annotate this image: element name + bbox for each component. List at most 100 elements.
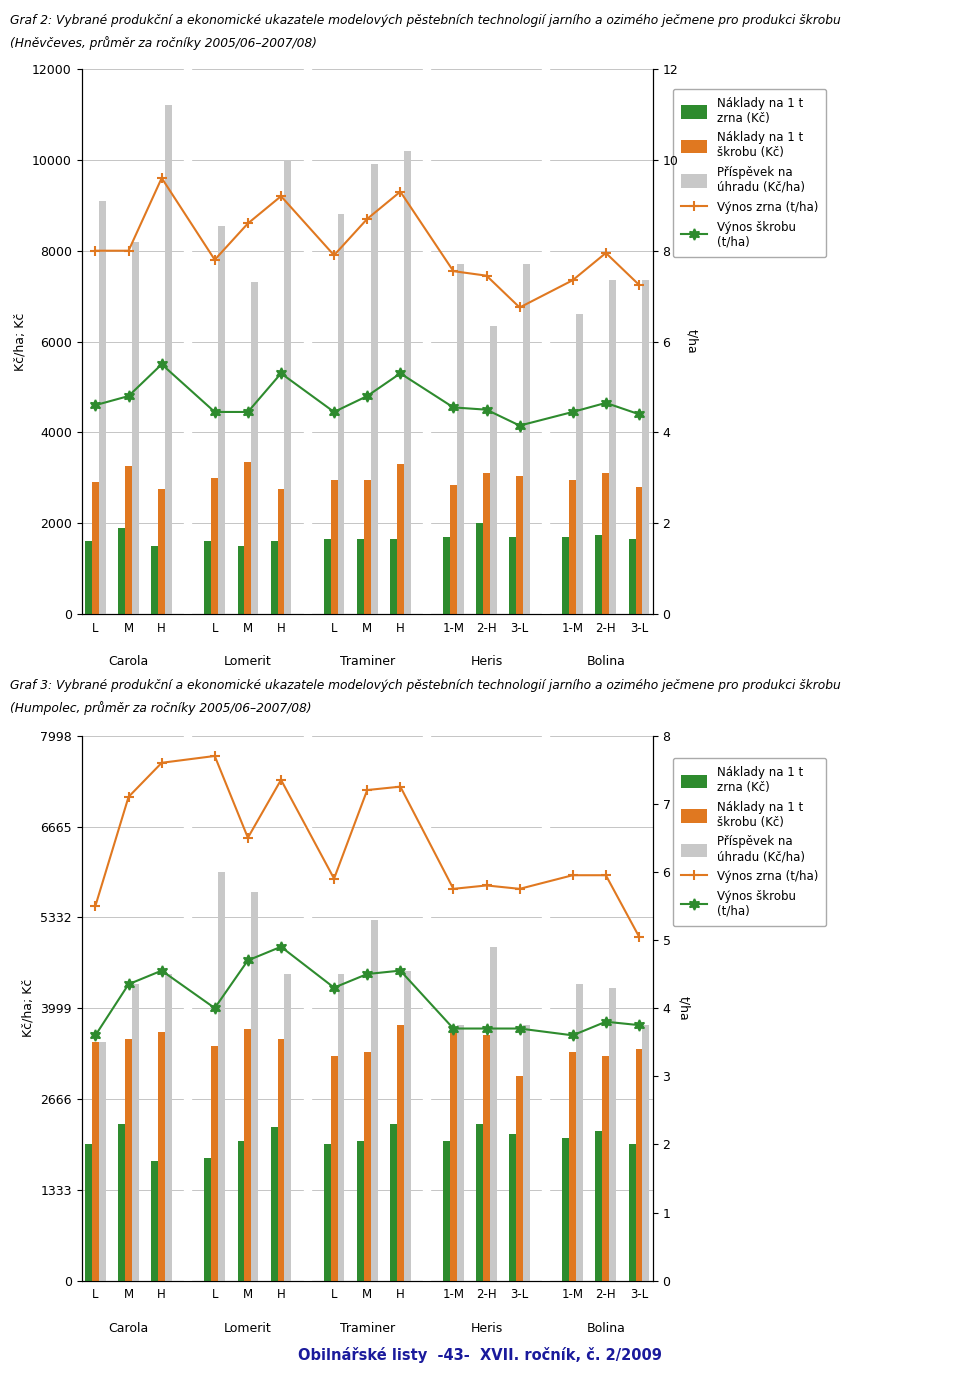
Bar	[99, 1042, 106, 1281]
Bar	[132, 984, 139, 1281]
Bar	[443, 1141, 450, 1281]
Legend: Náklady na 1 t
zrna (Kč), Náklady na 1 t
škrobu (Kč), Příspěvek na
úhradu (Kč/ha: Náklady na 1 t zrna (Kč), Náklady na 1 t…	[673, 88, 827, 257]
Bar	[158, 1032, 165, 1281]
Bar	[211, 1046, 218, 1281]
Text: Traminer: Traminer	[340, 1322, 395, 1334]
Bar	[277, 1039, 284, 1281]
Bar	[390, 1123, 396, 1281]
Y-axis label: t/ha: t/ha	[677, 996, 690, 1020]
Bar	[158, 489, 165, 614]
Bar	[450, 1032, 457, 1281]
Bar	[602, 1056, 610, 1281]
Bar	[476, 523, 483, 614]
Bar	[125, 466, 132, 614]
Bar	[152, 546, 158, 614]
Bar	[629, 1144, 636, 1281]
Bar	[396, 1025, 404, 1281]
Y-axis label: t/ha: t/ha	[684, 330, 698, 353]
Y-axis label: Kč/ha; Kč: Kč/ha; Kč	[21, 978, 35, 1038]
Bar	[595, 1130, 602, 1281]
Bar	[483, 1035, 490, 1281]
Bar	[237, 546, 245, 614]
Bar	[165, 105, 172, 614]
Bar	[371, 919, 377, 1281]
Bar	[218, 226, 225, 614]
Bar	[338, 974, 345, 1281]
Bar	[404, 150, 411, 614]
Text: (Humpolec, průměr za ročníky 2005/06–2007/08): (Humpolec, průměr za ročníky 2005/06–200…	[10, 701, 311, 715]
Bar	[404, 970, 411, 1281]
Bar	[595, 534, 602, 614]
Bar	[563, 1137, 569, 1281]
Bar	[510, 1134, 516, 1281]
Bar	[218, 872, 225, 1281]
Bar	[252, 893, 258, 1281]
Bar	[252, 283, 258, 614]
Bar	[371, 164, 377, 614]
Bar	[642, 1025, 649, 1281]
Bar	[450, 484, 457, 614]
Bar	[284, 160, 292, 614]
Text: Heris: Heris	[470, 1322, 503, 1334]
Bar	[364, 1053, 371, 1281]
Bar	[245, 1028, 252, 1281]
Text: Lomerit: Lomerit	[224, 656, 272, 668]
Bar	[277, 489, 284, 614]
Bar	[610, 988, 616, 1281]
Bar	[324, 1144, 330, 1281]
Text: Carola: Carola	[108, 656, 149, 668]
Bar	[165, 974, 172, 1281]
Bar	[85, 1144, 92, 1281]
Bar	[602, 473, 610, 614]
Bar	[237, 1141, 245, 1281]
Bar	[118, 1123, 125, 1281]
Bar	[357, 1141, 364, 1281]
Bar	[330, 480, 338, 614]
Bar	[152, 1162, 158, 1281]
Bar	[271, 1127, 277, 1281]
Bar	[490, 326, 497, 614]
Bar	[92, 1042, 99, 1281]
Bar	[642, 280, 649, 614]
Text: Graf 3: Vybrané produkční a ekonomické ukazatele modelových pěstebních technolog: Graf 3: Vybrané produkční a ekonomické u…	[10, 679, 840, 691]
Text: Heris: Heris	[470, 656, 503, 668]
Bar	[118, 527, 125, 614]
Bar	[610, 280, 616, 614]
Bar	[99, 200, 106, 614]
Bar	[390, 540, 396, 614]
Bar	[364, 480, 371, 614]
Bar	[92, 483, 99, 614]
Bar	[245, 462, 252, 614]
Bar	[523, 265, 530, 614]
Bar	[523, 1025, 530, 1281]
Bar	[396, 464, 404, 614]
Bar	[576, 984, 583, 1281]
Bar	[483, 473, 490, 614]
Bar	[204, 1158, 211, 1281]
Bar	[636, 1049, 642, 1281]
Text: Carola: Carola	[108, 1322, 149, 1334]
Bar	[125, 1039, 132, 1281]
Bar	[324, 540, 330, 614]
Bar	[443, 537, 450, 614]
Text: (Hněvčeves, průměr za ročníky 2005/06–2007/08): (Hněvčeves, průměr za ročníky 2005/06–20…	[10, 36, 317, 50]
Bar	[330, 1056, 338, 1281]
Bar	[576, 315, 583, 614]
Text: Obilnářské listy  -43-  XVII. ročník, č. 2/2009: Obilnářské listy -43- XVII. ročník, č. 2…	[298, 1347, 662, 1363]
Bar	[457, 265, 464, 614]
Bar	[629, 540, 636, 614]
Bar	[338, 214, 345, 614]
Y-axis label: Kč/ha; Kč: Kč/ha; Kč	[13, 312, 27, 371]
Bar	[457, 1025, 464, 1281]
Bar	[569, 480, 576, 614]
Bar	[636, 487, 642, 614]
Bar	[490, 947, 497, 1281]
Text: Lomerit: Lomerit	[224, 1322, 272, 1334]
Bar	[516, 476, 523, 614]
Bar	[516, 1076, 523, 1281]
Bar	[132, 241, 139, 614]
Text: Bolina: Bolina	[587, 1322, 625, 1334]
Text: Bolina: Bolina	[587, 656, 625, 668]
Bar	[85, 541, 92, 614]
Bar	[569, 1053, 576, 1281]
